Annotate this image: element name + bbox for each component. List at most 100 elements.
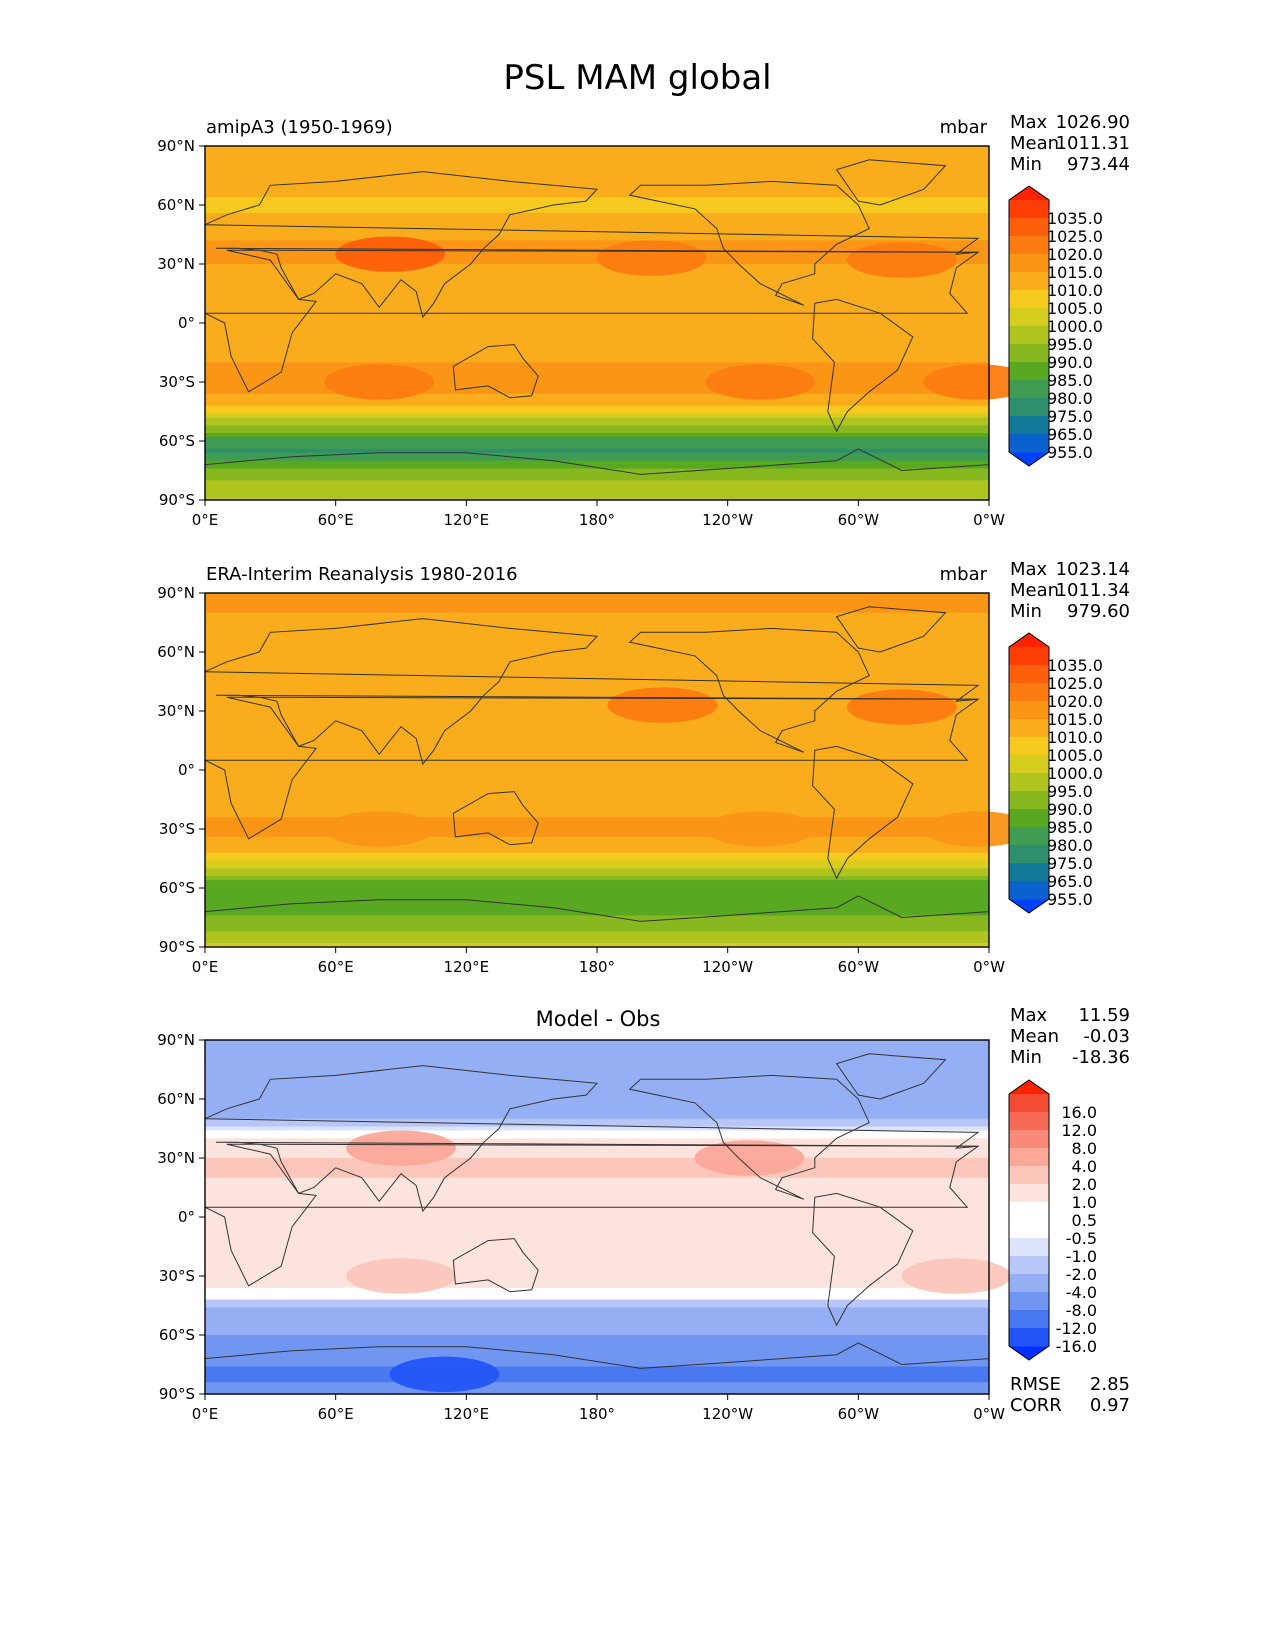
colorbar-cell [1009,791,1049,810]
colorbar-cell [1009,380,1049,399]
zonal-band [205,216,989,222]
panel2-map: 0°E 60°E 120°E 180° 120°W 60°W 0°W 90°N 60°N 30°N… [157,584,1033,976]
stat-value: -0.03 [1083,1026,1130,1047]
zonal-band [205,1323,989,1328]
y-tick-label: 90°S [159,1385,195,1403]
zonal-band [205,903,989,909]
zonal-band [205,671,989,677]
colorbar-label: 955.0 [1047,443,1093,462]
zonal-band [205,876,989,881]
zonal-band [205,484,989,489]
stat-row-corr: CORR 0.97 [1010,1395,1130,1417]
zonal-band [205,354,989,359]
zonal-band [205,315,989,320]
y-tick-label: 90°N [157,137,195,155]
colorbar-cell [1009,809,1049,828]
stat-value: 1011.31 [1055,133,1130,154]
zonal-band [205,460,989,466]
zonal-band [205,385,989,391]
zonal-band [205,919,989,924]
zonal-band [205,679,989,685]
pressure-center [346,1258,456,1294]
zonal-band [205,338,989,344]
zonal-band [205,448,989,454]
zonal-band [205,872,989,877]
zonal-band [205,730,989,736]
x-tick-label: 60°W [838,511,880,529]
x-tick-label: 0°W [973,1405,1005,1423]
zonal-band [205,350,989,356]
coastline [812,298,914,433]
zonal-band [205,444,989,450]
zonal-band [205,734,989,740]
colorbar-label: -16.0 [1056,1337,1097,1356]
zonal-band [205,939,989,944]
colorbar-cell [1009,1112,1049,1131]
pressure-center [847,242,957,278]
zonal-band [205,785,989,791]
x-tick-label: 60°W [838,1405,880,1423]
zonal-band [205,433,989,438]
stat-row-min: Min -18.36 [1010,1047,1130,1069]
stat-label: Max [1010,1005,1048,1026]
zonal-band [205,596,989,602]
pressure-center [335,236,445,272]
zonal-band [205,342,989,348]
zonal-band [205,860,989,865]
coastline [835,606,947,653]
zonal-band [205,1390,989,1395]
stat-label: Min [1010,1047,1042,1068]
zonal-band [205,401,989,407]
x-tick-label: 120°E [444,1405,490,1423]
zonal-band [205,181,989,186]
zonal-band [205,707,989,712]
panel2-colorbar: 1035.01025.01020.01015.01010.01005.01000… [1008,632,1103,914]
zonal-band [205,1224,989,1230]
zonal-band [205,687,989,692]
zonal-band [205,232,989,238]
zonal-band [205,319,989,324]
zonal-band [205,624,989,629]
zonal-band [205,1276,989,1281]
zonal-band [205,1362,989,1368]
zonal-band [205,711,989,716]
zonal-band [205,1327,989,1332]
zonal-band [205,1299,989,1305]
zonal-band [205,405,989,411]
x-tick-label: 0°E [192,958,219,976]
coastline [812,1192,914,1327]
y-tick-label: 60°N [157,643,195,661]
colorbar-cell [1009,1310,1049,1329]
zonal-band [205,283,989,289]
coastline [452,1238,539,1293]
zonal-band [205,746,989,751]
colorbar-cell [1009,1184,1049,1203]
stat-label: CORR [1010,1395,1062,1416]
pressure-center [324,811,435,847]
zonal-band [205,1378,989,1383]
zonal-band [205,189,989,194]
y-tick-label: 90°S [159,938,195,956]
stat-row-max: Max 1026.90 [1010,112,1130,134]
zonal-band [205,754,989,759]
pressure-center [847,689,957,725]
colorbar-label: 12.0 [1061,1121,1097,1140]
colorbar-label: 1005.0 [1047,746,1103,765]
panel2-stats: Max 1023.14 Mean 1011.34 Min 979.60 [1010,559,1130,625]
colorbar-cell [1009,398,1049,417]
zonal-band [205,370,989,375]
colorbar-cell [1009,647,1049,666]
zonal-band [205,593,989,598]
zonal-band [205,868,989,873]
pressure-center [705,811,816,847]
zonal-band [205,663,989,669]
panel1-stats: Max 1026.90 Mean 1011.31 Min 973.44 [1010,112,1130,178]
colorbar-cell [1009,272,1049,291]
colorbar-cell [1009,701,1049,720]
zonal-band [205,1315,989,1320]
zonal-band [205,888,989,893]
stat-label: Mean [1010,1026,1060,1047]
zonal-band [205,1185,989,1191]
zonal-band [205,899,989,905]
